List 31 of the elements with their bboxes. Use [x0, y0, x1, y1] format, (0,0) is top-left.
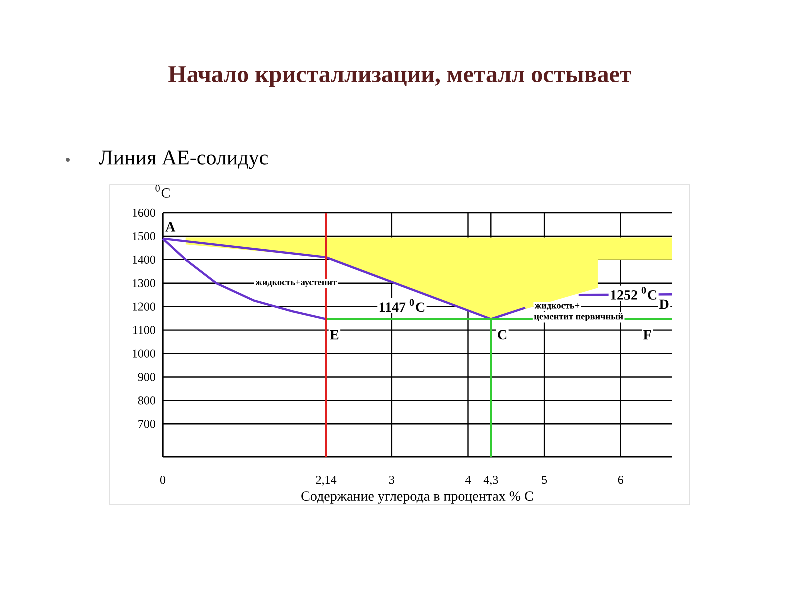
y-tick-label: 1000 [133, 350, 156, 358]
annotation: 1147 $^{0}$С [380, 299, 425, 312]
annotation: C [498, 330, 507, 340]
x-axis-title: Содержание углерода в процентах % С [302, 492, 534, 504]
x-tick-label: 4 [465, 476, 472, 484]
y-tick-label: 700 [138, 420, 156, 428]
annotation: 1252 $^{0}$С [611, 287, 657, 300]
annotation: D [660, 300, 669, 310]
y-tick-label: 900 [138, 373, 156, 382]
y-tick-label: 1400 [133, 256, 156, 264]
y-tick-label: 1100 [133, 326, 156, 334]
annotation: жидкость+аустенит [256, 280, 337, 288]
y-tick-label: 800 [138, 396, 156, 405]
annotation: цементит первичный [534, 313, 624, 322]
x-tick-label: 0 [160, 476, 166, 484]
y-tick-label: 1200 [133, 302, 156, 311]
annotation: E [330, 330, 339, 340]
annotation: жидкость+ [534, 304, 580, 310]
x-tick-label: 3 [390, 476, 394, 484]
x-tick-label: 5 [542, 476, 548, 484]
x-tick-label: 6 [618, 476, 624, 484]
y-tick-label: 1300 [133, 279, 156, 288]
chart-title: Начало кристаллизации, металл остывает [168, 66, 632, 88]
chart-subtitle: Линия АЕ-солидус [99, 150, 268, 170]
y-tick-label: 1600 [133, 208, 156, 218]
x-tick-label: 4,3 [484, 476, 498, 486]
x-tick-label: 2,14 [316, 476, 337, 486]
annotation: F [644, 330, 652, 340]
annotation: A [166, 222, 176, 232]
y-tick-label: 1500 [133, 232, 156, 241]
y-axis-title: $^{0}$С [156, 185, 170, 198]
